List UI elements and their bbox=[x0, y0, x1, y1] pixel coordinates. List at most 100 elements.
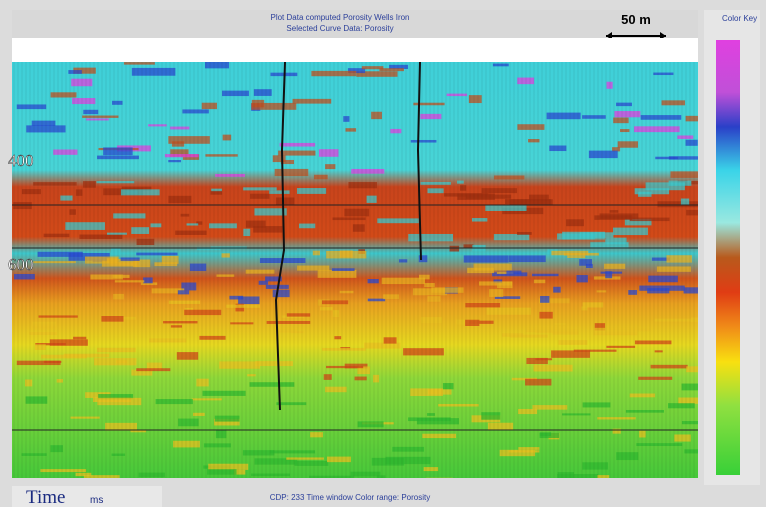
time-unit: ms bbox=[90, 495, 103, 506]
depth-label: 400 bbox=[8, 151, 34, 170]
texture-patch bbox=[655, 319, 693, 322]
texture-patch bbox=[273, 155, 286, 162]
texture-patch bbox=[358, 478, 377, 485]
texture-patch bbox=[601, 272, 623, 274]
texture-patch bbox=[243, 229, 250, 236]
texture-patch bbox=[44, 234, 70, 237]
texture-patch bbox=[648, 276, 678, 283]
texture-patch bbox=[460, 185, 466, 190]
texture-patch bbox=[481, 412, 500, 420]
texture-patch bbox=[97, 398, 141, 405]
texture-patch bbox=[216, 430, 226, 438]
texture-patch bbox=[270, 450, 315, 453]
texture-patch bbox=[422, 434, 456, 438]
texture-patch bbox=[149, 338, 186, 342]
texture-patch bbox=[13, 202, 32, 209]
texture-patch bbox=[382, 278, 425, 284]
time-label: Time bbox=[26, 487, 65, 507]
texture-patch bbox=[494, 175, 524, 179]
texture-patch bbox=[273, 290, 290, 297]
texture-patch bbox=[469, 95, 482, 103]
texture-patch bbox=[177, 352, 198, 360]
texture-patch bbox=[597, 475, 609, 482]
texture-patch bbox=[203, 391, 246, 396]
texture-patch bbox=[209, 223, 237, 228]
texture-patch bbox=[392, 447, 424, 452]
texture-patch bbox=[431, 287, 463, 292]
texture-patch bbox=[254, 89, 272, 96]
depth-label: 600 bbox=[8, 255, 34, 274]
texture-patch bbox=[353, 224, 365, 231]
texture-patch bbox=[635, 188, 669, 194]
texture-patch bbox=[464, 244, 474, 247]
texture-patch bbox=[168, 196, 191, 203]
texture-patch bbox=[411, 140, 437, 143]
texture-patch bbox=[502, 333, 523, 337]
texture-patch bbox=[482, 188, 517, 193]
texture-patch bbox=[205, 62, 229, 68]
texture-patch bbox=[345, 128, 356, 131]
texture-patch bbox=[101, 316, 123, 322]
texture-patch bbox=[505, 199, 551, 204]
texture-patch bbox=[551, 350, 590, 357]
texture-patch bbox=[534, 280, 545, 284]
texture-patch bbox=[517, 124, 544, 130]
texture-patch bbox=[669, 181, 692, 186]
texture-patch bbox=[606, 346, 635, 348]
texture-patch bbox=[348, 182, 377, 188]
texture-patch bbox=[275, 169, 309, 176]
texture-patch bbox=[421, 317, 442, 323]
texture-patch bbox=[204, 443, 231, 447]
texture-patch bbox=[518, 447, 539, 450]
texture-patch bbox=[299, 224, 315, 229]
texture-patch bbox=[187, 223, 199, 225]
texture-patch bbox=[547, 113, 581, 120]
texture-patch bbox=[318, 270, 357, 278]
title-line: Plot Data computed Porosity Wells Iron bbox=[270, 13, 409, 22]
texture-patch bbox=[390, 129, 401, 133]
texture-patch bbox=[215, 416, 240, 422]
texture-patch bbox=[41, 355, 87, 359]
texture-patch bbox=[73, 337, 86, 340]
texture-patch bbox=[192, 398, 222, 400]
texture-patch bbox=[33, 261, 75, 263]
texture-patch bbox=[589, 151, 618, 158]
texture-patch bbox=[535, 326, 569, 333]
texture-patch bbox=[488, 423, 513, 430]
texture-patch bbox=[251, 474, 290, 476]
top-axis bbox=[12, 38, 698, 62]
texture-patch bbox=[14, 274, 35, 279]
texture-patch bbox=[50, 445, 63, 452]
texture-patch bbox=[668, 403, 695, 408]
texture-patch bbox=[309, 476, 354, 478]
texture-patch bbox=[111, 248, 120, 255]
texture-patch bbox=[344, 209, 369, 217]
texture-patch bbox=[616, 452, 638, 460]
texture-patch bbox=[540, 296, 549, 303]
texture-patch bbox=[163, 321, 197, 323]
texture-patch bbox=[634, 126, 680, 132]
texture-patch bbox=[269, 190, 289, 194]
texture-patch bbox=[136, 368, 170, 371]
texture-patch bbox=[35, 344, 46, 350]
texture-patch bbox=[40, 469, 86, 472]
texture-patch bbox=[487, 308, 531, 315]
texture-patch bbox=[638, 377, 672, 380]
texture-patch bbox=[443, 383, 454, 389]
texture-patch bbox=[65, 222, 105, 230]
texture-patch bbox=[276, 197, 294, 205]
texture-patch bbox=[327, 457, 351, 463]
texture-patch bbox=[178, 419, 199, 427]
texture-patch bbox=[310, 432, 323, 437]
texture-patch bbox=[351, 169, 384, 174]
texture-patch bbox=[566, 219, 584, 226]
texture-patch bbox=[367, 196, 377, 203]
texture-patch bbox=[243, 187, 276, 190]
texture-patch bbox=[238, 296, 259, 304]
texture-patch bbox=[618, 141, 638, 147]
texture-patch bbox=[139, 473, 165, 478]
texture-patch bbox=[332, 268, 355, 271]
texture-patch bbox=[148, 124, 167, 126]
scale-label: 50 m bbox=[621, 12, 651, 27]
texture-patch bbox=[540, 433, 560, 438]
